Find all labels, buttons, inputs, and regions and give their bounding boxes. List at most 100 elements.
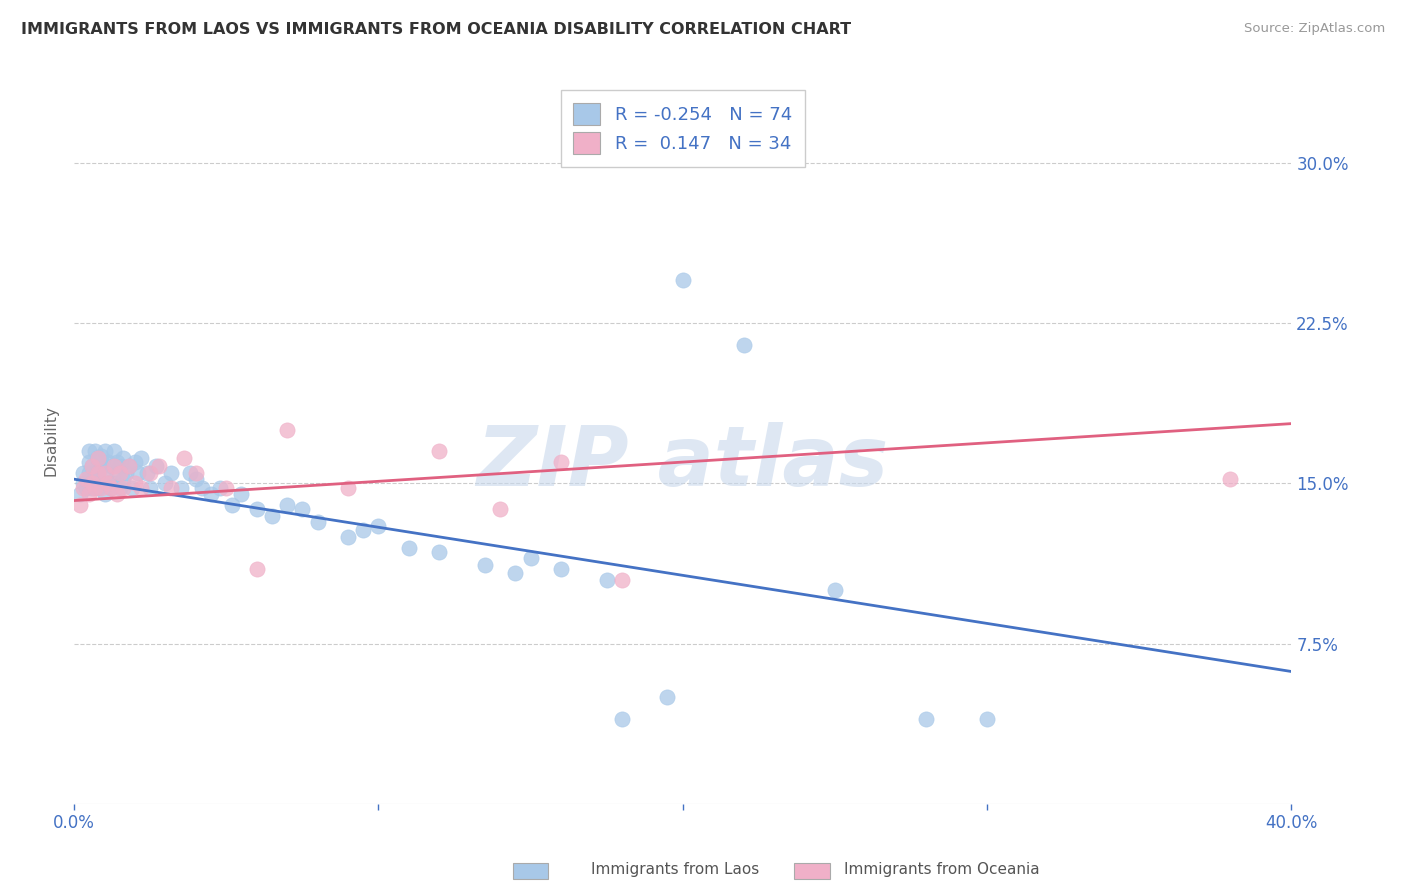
Point bbox=[733, 337, 755, 351]
Point bbox=[100, 481, 122, 495]
Point bbox=[90, 481, 112, 495]
Point bbox=[72, 466, 94, 480]
Point bbox=[108, 459, 131, 474]
Point bbox=[976, 712, 998, 726]
Point bbox=[87, 466, 110, 480]
Point bbox=[136, 466, 159, 480]
Point bbox=[75, 472, 97, 486]
Point bbox=[474, 558, 496, 572]
Point bbox=[550, 562, 572, 576]
Point bbox=[105, 466, 128, 480]
Point bbox=[93, 466, 115, 480]
Point bbox=[145, 459, 167, 474]
Point bbox=[97, 476, 120, 491]
Point bbox=[173, 450, 195, 465]
Point bbox=[84, 481, 107, 495]
Text: Immigrants from Oceania: Immigrants from Oceania bbox=[844, 863, 1039, 877]
Point bbox=[111, 472, 134, 486]
Point bbox=[84, 476, 107, 491]
Point bbox=[84, 444, 107, 458]
Point bbox=[129, 450, 152, 465]
Point bbox=[75, 481, 97, 495]
Point bbox=[610, 573, 633, 587]
Point bbox=[336, 481, 359, 495]
Point bbox=[72, 476, 94, 491]
Text: Immigrants from Laos: Immigrants from Laos bbox=[591, 863, 759, 877]
Point bbox=[155, 476, 177, 491]
Point bbox=[87, 450, 110, 465]
Legend: R = -0.254   N = 74, R =  0.147   N = 34: R = -0.254 N = 74, R = 0.147 N = 34 bbox=[561, 90, 804, 167]
Y-axis label: Disability: Disability bbox=[44, 405, 58, 476]
Text: IMMIGRANTS FROM LAOS VS IMMIGRANTS FROM OCEANIA DISABILITY CORRELATION CHART: IMMIGRANTS FROM LAOS VS IMMIGRANTS FROM … bbox=[21, 22, 851, 37]
Point bbox=[367, 519, 389, 533]
Point bbox=[72, 481, 94, 495]
Point bbox=[276, 423, 298, 437]
Point bbox=[118, 459, 141, 474]
Point bbox=[489, 502, 512, 516]
Point bbox=[291, 502, 314, 516]
Point bbox=[231, 487, 253, 501]
Point bbox=[427, 545, 450, 559]
Text: Source: ZipAtlas.com: Source: ZipAtlas.com bbox=[1244, 22, 1385, 36]
Point bbox=[97, 455, 120, 469]
Point bbox=[657, 690, 679, 705]
Point bbox=[108, 481, 131, 495]
Point bbox=[100, 481, 122, 495]
Point bbox=[139, 481, 162, 495]
Point bbox=[148, 459, 170, 474]
Point bbox=[184, 466, 207, 480]
Point bbox=[595, 573, 617, 587]
Point bbox=[79, 455, 101, 469]
Point bbox=[103, 444, 125, 458]
Point bbox=[221, 498, 243, 512]
Point bbox=[82, 459, 104, 474]
Point bbox=[184, 472, 207, 486]
Point bbox=[550, 455, 572, 469]
Point bbox=[87, 466, 110, 480]
Point bbox=[105, 455, 128, 469]
Point bbox=[90, 459, 112, 474]
Point bbox=[127, 466, 149, 480]
Point bbox=[100, 459, 122, 474]
Point bbox=[118, 459, 141, 474]
Point bbox=[105, 487, 128, 501]
Point bbox=[69, 498, 91, 512]
Point bbox=[79, 487, 101, 501]
Point bbox=[610, 712, 633, 726]
Point bbox=[97, 476, 120, 491]
Point bbox=[103, 476, 125, 491]
Point bbox=[93, 487, 115, 501]
Point bbox=[160, 466, 183, 480]
Text: ZIP atlas: ZIP atlas bbox=[477, 422, 889, 503]
Point bbox=[111, 481, 134, 495]
Point bbox=[93, 466, 115, 480]
Point bbox=[200, 487, 222, 501]
Point bbox=[82, 476, 104, 491]
Point bbox=[427, 444, 450, 458]
Point bbox=[87, 481, 110, 495]
Point bbox=[519, 551, 541, 566]
Point bbox=[276, 498, 298, 512]
Point bbox=[352, 524, 374, 538]
Point bbox=[307, 515, 329, 529]
Point bbox=[87, 450, 110, 465]
Point bbox=[398, 541, 420, 555]
Point bbox=[160, 481, 183, 495]
Point bbox=[824, 583, 846, 598]
Point bbox=[139, 466, 162, 480]
Point bbox=[246, 502, 269, 516]
Point bbox=[179, 466, 201, 480]
Point bbox=[124, 455, 146, 469]
Point bbox=[246, 562, 269, 576]
Point bbox=[121, 481, 143, 495]
Point bbox=[505, 566, 527, 581]
Point bbox=[90, 449, 112, 463]
Point bbox=[108, 466, 131, 480]
Point bbox=[79, 466, 101, 480]
Point bbox=[672, 273, 695, 287]
Point bbox=[1219, 472, 1241, 486]
Point bbox=[209, 481, 232, 495]
Point bbox=[90, 476, 112, 491]
Point bbox=[111, 450, 134, 465]
Point bbox=[69, 487, 91, 501]
